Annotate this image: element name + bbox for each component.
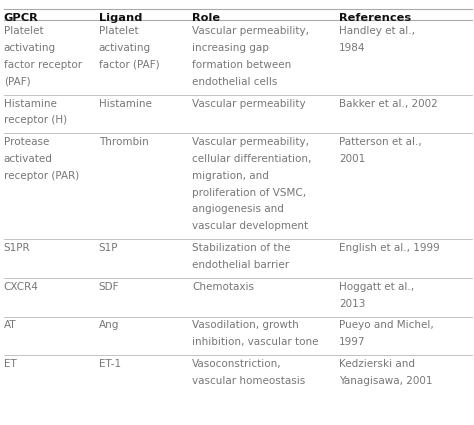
Text: 2013: 2013 [339,298,365,309]
Text: endothelial barrier: endothelial barrier [192,260,289,270]
Text: Vascular permeability: Vascular permeability [192,99,306,109]
Text: formation between: formation between [192,60,291,70]
Text: increasing gap: increasing gap [192,43,269,53]
Text: References: References [339,13,411,23]
Text: Ligand: Ligand [99,13,142,23]
Text: factor receptor: factor receptor [4,60,82,70]
Text: 2001: 2001 [339,154,365,164]
Text: Vasoconstriction,: Vasoconstriction, [192,359,282,369]
Text: SDF: SDF [99,282,119,292]
Text: Hoggatt et al.,: Hoggatt et al., [339,282,414,292]
Text: 1984: 1984 [339,43,365,53]
Text: factor (PAF): factor (PAF) [99,60,159,70]
Text: activating: activating [99,43,151,53]
Text: S1PR: S1PR [4,243,30,253]
Text: Thrombin: Thrombin [99,137,148,147]
Text: Vascular permeability,: Vascular permeability, [192,26,309,37]
Text: Yanagisawa, 2001: Yanagisawa, 2001 [339,376,432,386]
Text: Pueyo and Michel,: Pueyo and Michel, [339,320,434,331]
Text: AT: AT [4,320,17,331]
Text: cellular differentiation,: cellular differentiation, [192,154,311,164]
Text: ET-1: ET-1 [99,359,121,369]
Text: angiogenesis and: angiogenesis and [192,204,284,215]
Text: ET: ET [4,359,17,369]
Text: receptor (PAR): receptor (PAR) [4,171,79,181]
Text: Chemotaxis: Chemotaxis [192,282,254,292]
Text: vascular development: vascular development [192,221,308,231]
Text: English et al., 1999: English et al., 1999 [339,243,440,253]
Text: endothelial cells: endothelial cells [192,77,277,87]
Text: proliferation of VSMC,: proliferation of VSMC, [192,188,306,198]
Text: Handley et al.,: Handley et al., [339,26,415,37]
Text: Histamine: Histamine [4,99,57,109]
Text: activated: activated [4,154,53,164]
Text: (PAF): (PAF) [4,77,30,87]
Text: migration, and: migration, and [192,171,269,181]
Text: Histamine: Histamine [99,99,152,109]
Text: Vasodilation, growth: Vasodilation, growth [192,320,299,331]
Text: S1P: S1P [99,243,118,253]
Text: Role: Role [192,13,220,23]
Text: inhibition, vascular tone: inhibition, vascular tone [192,337,319,347]
Text: Kedzierski and: Kedzierski and [339,359,415,369]
Text: Platelet: Platelet [4,26,44,37]
Text: CXCR4: CXCR4 [4,282,39,292]
Text: Patterson et al.,: Patterson et al., [339,137,422,147]
Text: activating: activating [4,43,56,53]
Text: 1997: 1997 [339,337,365,347]
Text: Bakker et al., 2002: Bakker et al., 2002 [339,99,438,109]
Text: GPCR: GPCR [4,13,38,23]
Text: Ang: Ang [99,320,119,331]
Text: Platelet: Platelet [99,26,138,37]
Text: Vascular permeability,: Vascular permeability, [192,137,309,147]
Text: Protease: Protease [4,137,49,147]
Text: Stabilization of the: Stabilization of the [192,243,291,253]
Text: vascular homeostasis: vascular homeostasis [192,376,305,386]
Text: receptor (H): receptor (H) [4,116,67,125]
